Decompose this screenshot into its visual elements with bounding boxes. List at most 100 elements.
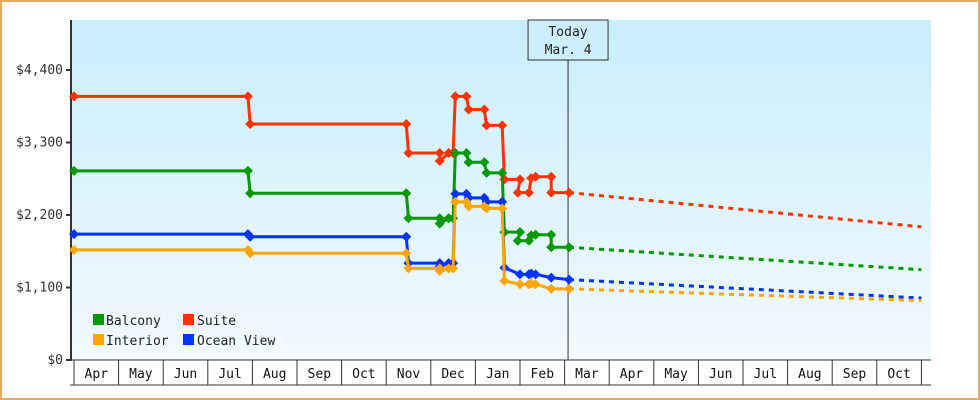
- data-point-marker: [403, 213, 414, 224]
- legend-label-interior: Interior: [106, 334, 169, 349]
- legend-swatch-balcony: [93, 314, 104, 325]
- y-tick-label: $1,100: [16, 281, 63, 296]
- data-point-marker: [515, 174, 525, 185]
- data-point-marker: [515, 227, 525, 238]
- data-point-marker: [245, 231, 256, 242]
- data-point-marker: [448, 263, 459, 274]
- data-point-marker: [481, 120, 492, 131]
- data-point-marker: [515, 269, 525, 280]
- x-month-label: Oct: [352, 367, 375, 382]
- x-month-label: Apr: [620, 367, 644, 382]
- data-point-marker: [497, 203, 508, 214]
- data-point-marker: [481, 167, 492, 178]
- x-month-label: Jul: [218, 367, 241, 382]
- data-point-marker: [463, 201, 474, 212]
- x-month-label: May: [129, 367, 153, 382]
- data-point-marker: [546, 283, 557, 294]
- data-point-marker: [479, 104, 490, 115]
- data-point-marker: [245, 188, 256, 199]
- x-month-label: Jun: [709, 367, 732, 382]
- data-point-marker: [401, 248, 412, 259]
- data-point-marker: [515, 279, 525, 290]
- y-tick-label: $0: [47, 353, 63, 368]
- data-point-marker: [530, 279, 541, 290]
- x-month-label: Sep: [843, 367, 867, 382]
- data-point-marker: [463, 104, 474, 115]
- x-month-label: Oct: [887, 367, 910, 382]
- data-point-marker: [401, 188, 412, 199]
- legend-swatch-interior: [93, 334, 104, 345]
- data-point-marker: [434, 266, 445, 277]
- x-month-label: Nov: [397, 367, 421, 382]
- data-point-marker: [401, 231, 412, 242]
- data-point-marker: [401, 119, 412, 130]
- y-tick-label: $4,400: [16, 63, 63, 78]
- x-month-label: Jun: [174, 367, 197, 382]
- data-point-marker: [497, 120, 508, 131]
- y-tick-label: $2,200: [16, 208, 63, 223]
- data-point-marker: [434, 148, 445, 159]
- data-point-marker: [450, 148, 461, 159]
- x-month-label: Dec: [441, 367, 464, 382]
- forecast-line-ocean-view: [568, 278, 922, 300]
- data-point-marker: [512, 187, 523, 198]
- x-month-label: Jul: [754, 367, 777, 382]
- data-point-marker: [461, 91, 472, 102]
- data-point-marker: [463, 157, 474, 168]
- x-month-label: May: [664, 367, 688, 382]
- data-point-marker: [434, 218, 445, 229]
- x-month-label: Aug: [798, 367, 821, 382]
- legend-swatch-ocean-view: [183, 334, 194, 345]
- y-axis: $0 $1,100 $2,200 $3,300 $4,400: [16, 20, 72, 368]
- forecast-line-balcony: [568, 245, 922, 272]
- data-point-marker: [546, 187, 557, 198]
- data-point-marker: [403, 263, 414, 274]
- data-point-marker: [450, 91, 461, 102]
- x-axis-months: Apr May Jun Jul Aug Sep Oct Nov Dec Jan Feb Mar Apr M…: [70, 359, 931, 386]
- legend-label-ocean-view: Ocean View: [197, 334, 275, 349]
- x-month-label: Sep: [308, 367, 332, 382]
- today-marker: Today Mar. 4: [527, 19, 609, 360]
- data-point-marker: [481, 203, 492, 214]
- data-point-marker: [546, 171, 557, 182]
- data-point-marker: [479, 157, 490, 168]
- data-point-marker: [69, 244, 79, 255]
- y-tick-label: $3,300: [16, 136, 63, 151]
- data-point-marker: [434, 155, 445, 166]
- data-point-marker: [69, 229, 79, 240]
- legend-swatch-suite: [183, 314, 194, 325]
- data-point-marker: [69, 165, 79, 176]
- data-point-marker: [242, 91, 253, 102]
- legend-label-balcony: Balcony: [106, 314, 161, 329]
- data-point-marker: [245, 119, 256, 130]
- x-month-label: Jan: [486, 367, 509, 382]
- data-point-marker: [546, 229, 557, 240]
- data-point-marker: [546, 242, 557, 253]
- data-point-marker: [461, 148, 472, 159]
- x-month-label: Feb: [531, 367, 555, 382]
- data-point-marker: [530, 229, 541, 240]
- data-point-marker: [450, 196, 461, 207]
- data-point-marker: [499, 275, 510, 286]
- data-point-marker: [497, 196, 508, 207]
- data-point-marker: [546, 272, 557, 283]
- data-point-marker: [403, 148, 414, 159]
- data-point-marker: [434, 213, 445, 224]
- data-point-marker: [69, 91, 79, 102]
- data-point-marker: [530, 171, 541, 182]
- data-point-marker: [245, 248, 256, 259]
- data-point-marker: [497, 167, 508, 178]
- series-lines: [69, 91, 922, 303]
- x-month-label: Apr: [85, 367, 109, 382]
- forecast-line-interior: [569, 287, 922, 303]
- data-point-marker: [530, 269, 541, 280]
- today-date: Mar. 4: [545, 43, 592, 58]
- data-point-marker: [242, 165, 253, 176]
- data-point-marker: [450, 188, 461, 199]
- data-point-marker: [512, 235, 523, 246]
- x-month-label: Mar: [575, 367, 599, 382]
- legend-label-suite: Suite: [197, 314, 236, 329]
- legend: Balcony Suite Interior Ocean View: [93, 314, 275, 349]
- data-point-marker: [523, 187, 534, 198]
